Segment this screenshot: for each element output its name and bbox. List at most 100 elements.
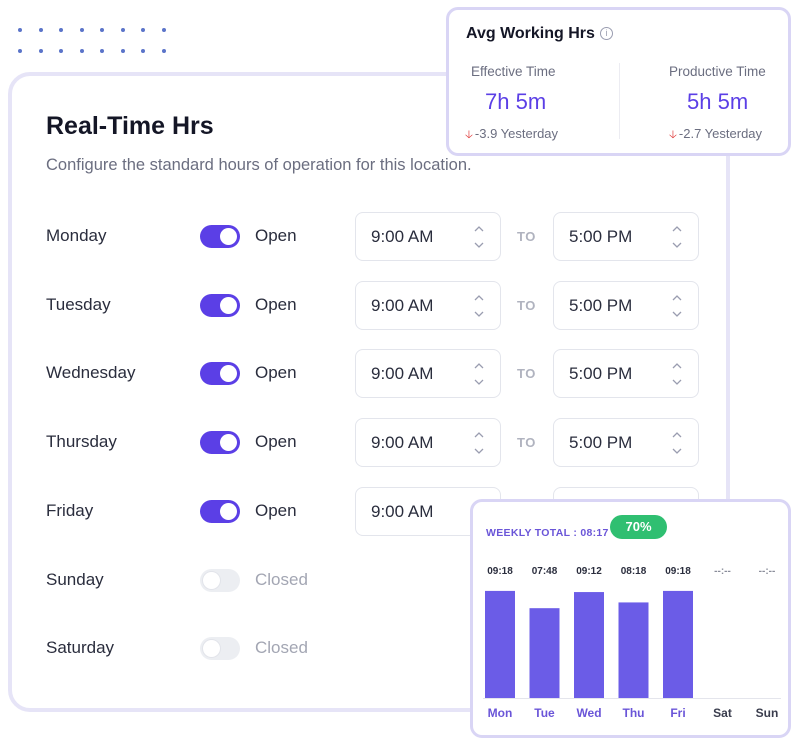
weekly-percent-badge: 70% (610, 515, 667, 539)
day-label: Thursday (46, 432, 117, 452)
open-state-label: Open (255, 363, 297, 383)
dot (79, 49, 84, 53)
end-time-value: 5:00 PM (569, 433, 633, 453)
tick-label: Tue (534, 706, 555, 720)
data-label: 09:18 (487, 566, 513, 577)
tick-label: Sun (756, 706, 779, 720)
end-time-input[interactable]: 5:00 PM (553, 212, 699, 261)
bar-fri (663, 590, 693, 698)
start-time-value: 9:00 AM (371, 295, 434, 315)
dot (79, 28, 84, 32)
tick-label: Wed (576, 706, 601, 720)
dot-grid-decoration (18, 28, 178, 58)
data-label: --:-- (759, 566, 776, 577)
start-time-input[interactable]: 9:00 AM (355, 349, 501, 399)
productive-time-value: 5h 5m (687, 89, 749, 114)
open-state-label: Open (255, 500, 297, 520)
start-time-input[interactable]: 9:00 AM (355, 280, 501, 330)
end-time-value: 5:00 PM (569, 295, 633, 315)
tick-label: Fri (670, 706, 685, 720)
time-stepper-icon[interactable] (670, 292, 684, 320)
toggle-knob (220, 365, 237, 383)
bar-wed (574, 592, 604, 698)
effective-time-label: Effective Time (471, 64, 556, 79)
effective-time-delta: 🡣 -3.9 Yesterday (465, 126, 559, 141)
open-toggle[interactable] (200, 362, 240, 386)
open-state-label: Open (255, 226, 297, 245)
time-stepper-icon[interactable] (472, 292, 486, 320)
productive-time-label: Productive Time (669, 64, 766, 79)
productive-time-delta: 🡣 -2.7 Yesterday (669, 126, 763, 141)
schedule-row: Wednesday Open 9:00 AM TO 5:00 PM (12, 349, 726, 399)
end-time-input[interactable]: 5:00 PM (553, 280, 699, 330)
time-stepper-icon[interactable] (670, 223, 684, 251)
arrow-down-icon: 🡣 (669, 129, 677, 141)
to-label: TO (517, 435, 536, 451)
dot (59, 28, 63, 32)
dot (18, 49, 22, 53)
dot (141, 49, 145, 53)
dot (38, 28, 43, 32)
day-label: Saturday (46, 638, 115, 658)
end-time-input[interactable]: 5:00 PM (553, 349, 699, 399)
data-label: 09:12 (576, 566, 602, 577)
open-toggle[interactable] (200, 225, 240, 248)
time-stepper-icon[interactable] (472, 429, 486, 457)
time-stepper-icon[interactable] (670, 429, 684, 457)
end-time-input[interactable]: 5:00 PM (553, 418, 699, 468)
schedule-row: Tuesday Open 9:00 AM TO 5:00 PM (12, 280, 726, 331)
day-label: Friday (46, 500, 94, 520)
day-label: Tuesday (46, 294, 111, 314)
dot (120, 49, 125, 53)
start-time-value: 9:00 AM (371, 227, 434, 246)
open-state-label: Open (255, 294, 297, 314)
avg-working-title: Avg Working Hrs (466, 25, 595, 42)
start-time-value: 9:00 AM (371, 501, 434, 521)
info-icon[interactable]: i (600, 27, 613, 40)
weekly-bar-chart: 09:18 Mon 07:48 Tue 09:12 Wed 08:18 Thu 09:18 Fri… (483, 566, 781, 720)
toggle-knob (203, 640, 220, 658)
to-label: TO (517, 229, 536, 244)
tick-label: Thu (623, 706, 645, 720)
start-time-input[interactable]: 9:00 AM (355, 418, 501, 468)
weekly-total-label: WEEKLY TOTAL : 08:17 (486, 527, 609, 539)
bar-tue (529, 608, 560, 698)
effective-time-value: 7h 5m (485, 89, 547, 114)
dot (100, 28, 104, 32)
open-toggle[interactable] (200, 568, 240, 592)
start-time-value: 9:00 AM (371, 364, 434, 384)
day-label: Wednesday (46, 363, 136, 383)
divider (619, 63, 620, 139)
open-toggle[interactable] (200, 637, 240, 661)
schedule-row: Monday Open 9:00 AM TO 5:00 PM (12, 212, 726, 262)
start-time-input[interactable]: 9:00 AM (355, 212, 501, 261)
time-stepper-icon[interactable] (670, 360, 684, 388)
day-label: Sunday (46, 569, 104, 589)
time-stepper-icon[interactable] (472, 360, 486, 388)
day-label: Monday (46, 226, 107, 245)
open-state-label: Open (255, 432, 297, 452)
time-stepper-icon[interactable] (472, 223, 486, 251)
real-time-hours-card: Real-Time Hrs Configure the standard hou… (8, 72, 730, 712)
open-toggle[interactable] (200, 499, 240, 523)
dot (18, 28, 22, 32)
open-state-label: Closed (255, 638, 308, 658)
open-toggle[interactable] (200, 293, 240, 317)
dot (120, 28, 125, 32)
dot (59, 49, 63, 53)
bar-mon (485, 590, 515, 698)
weekly-total-card: 09:18 Mon 07:48 Tue 09:12 Wed 08:18 Thu 09:18 Fri… (470, 499, 791, 738)
data-label: 09:18 (665, 566, 691, 577)
data-label: --:-- (714, 566, 731, 577)
tick-label: Sat (713, 706, 732, 720)
toggle-knob (220, 228, 237, 245)
open-toggle[interactable] (200, 431, 240, 455)
dot (100, 49, 104, 53)
to-label: TO (517, 366, 536, 382)
schedule-row: Saturday Closed (12, 624, 726, 674)
schedule-row: Thursday Open 9:00 AM TO 5:00 PM (12, 418, 726, 468)
bar-thu (618, 602, 649, 698)
toggle-knob (203, 571, 220, 589)
tick-label: Mon (488, 706, 513, 720)
to-label: TO (517, 297, 536, 313)
